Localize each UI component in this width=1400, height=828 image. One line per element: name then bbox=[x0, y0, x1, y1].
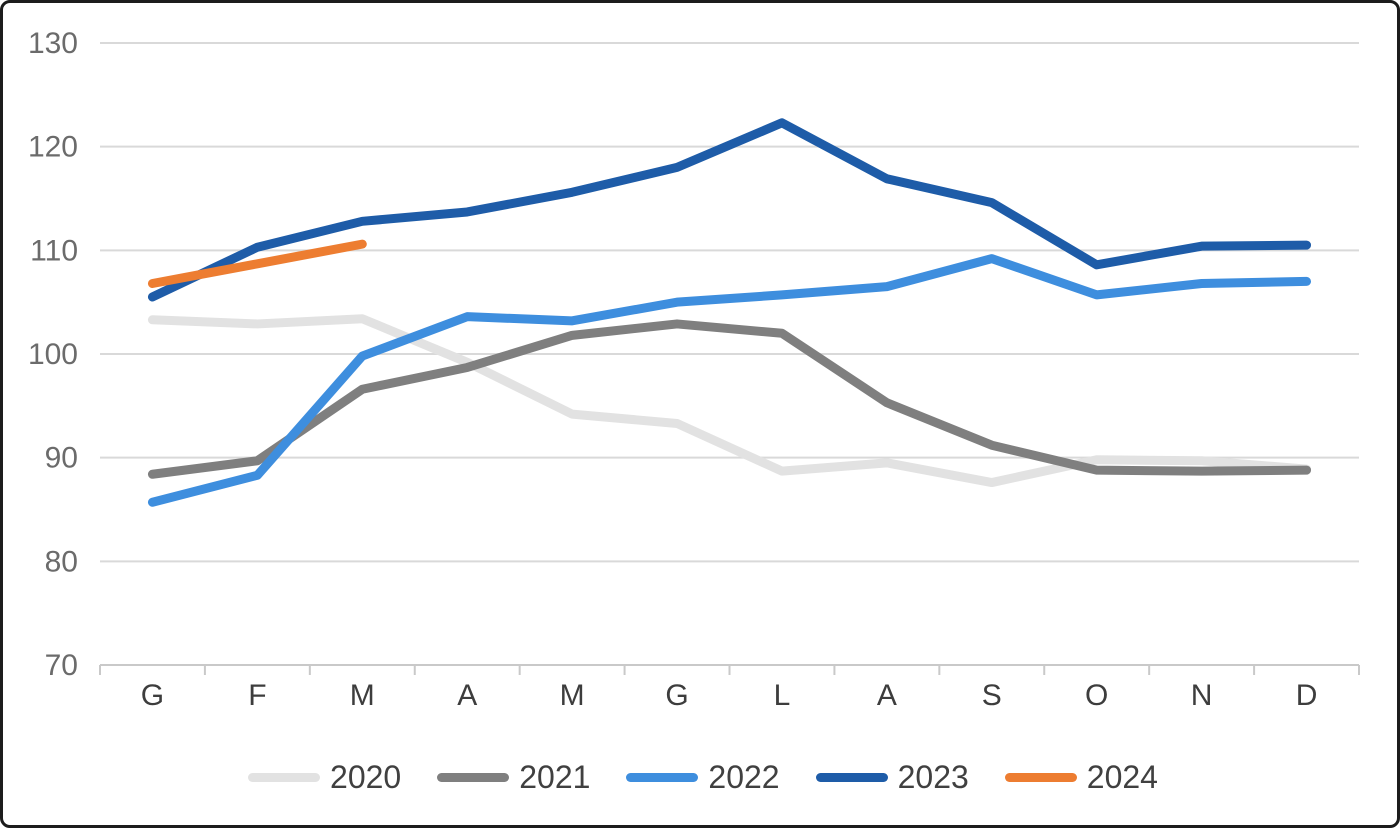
x-tick-label: F bbox=[248, 679, 266, 712]
x-tick-label: L bbox=[774, 679, 791, 712]
series-line-2021 bbox=[147, 319, 1312, 479]
y-tick-label: 130 bbox=[28, 27, 78, 60]
legend-swatch-2021 bbox=[437, 772, 510, 782]
x-tick-label: M bbox=[560, 679, 585, 712]
x-tick-label: S bbox=[982, 679, 1002, 712]
legend-swatch-2024 bbox=[1004, 772, 1077, 782]
legend-swatch-2023 bbox=[815, 772, 888, 782]
x-tick-label: O bbox=[1085, 679, 1108, 712]
legend-item-2023: 2023 bbox=[815, 759, 969, 795]
series-line-2023 bbox=[147, 118, 1312, 302]
legend-item-2024: 2024 bbox=[1004, 759, 1158, 795]
legend-label: 2020 bbox=[330, 759, 402, 795]
legend-label: 2024 bbox=[1086, 759, 1158, 795]
line-chart: 70 80 90 100 110 120 130 G F M A M G L A S O N D bbox=[28, 27, 1360, 712]
y-tick-label: 110 bbox=[30, 234, 78, 267]
legend-item-2022: 2022 bbox=[626, 759, 780, 795]
legend-label: 2022 bbox=[708, 759, 780, 795]
legend: 2020 2021 2022 2023 2024 bbox=[3, 749, 1397, 805]
y-tick-label: 70 bbox=[45, 649, 78, 682]
x-tick-label: G bbox=[141, 679, 164, 712]
legend-swatch-2022 bbox=[626, 772, 699, 782]
legend-item-2020: 2020 bbox=[248, 761, 401, 793]
series-line-2020 bbox=[147, 314, 1312, 488]
legend-item-2021: 2021 bbox=[437, 761, 590, 793]
y-tick-label: 120 bbox=[28, 131, 78, 164]
legend-label: 2021 bbox=[519, 759, 591, 795]
x-tick-label: D bbox=[1296, 679, 1318, 712]
legend-swatch-2020 bbox=[248, 772, 321, 782]
y-tick-label: 100 bbox=[28, 338, 78, 371]
y-tick-label: 90 bbox=[45, 442, 78, 475]
x-tick-label: M bbox=[350, 679, 375, 712]
x-tick-label: G bbox=[665, 679, 688, 712]
legend-label: 2023 bbox=[897, 759, 969, 795]
y-tick-label: 80 bbox=[45, 545, 78, 578]
x-tick-label: N bbox=[1191, 679, 1213, 712]
x-tick-label: A bbox=[457, 679, 477, 712]
series-line-2024 bbox=[147, 239, 367, 289]
x-tick-label: A bbox=[877, 679, 897, 712]
series-line-2022 bbox=[147, 254, 1312, 507]
